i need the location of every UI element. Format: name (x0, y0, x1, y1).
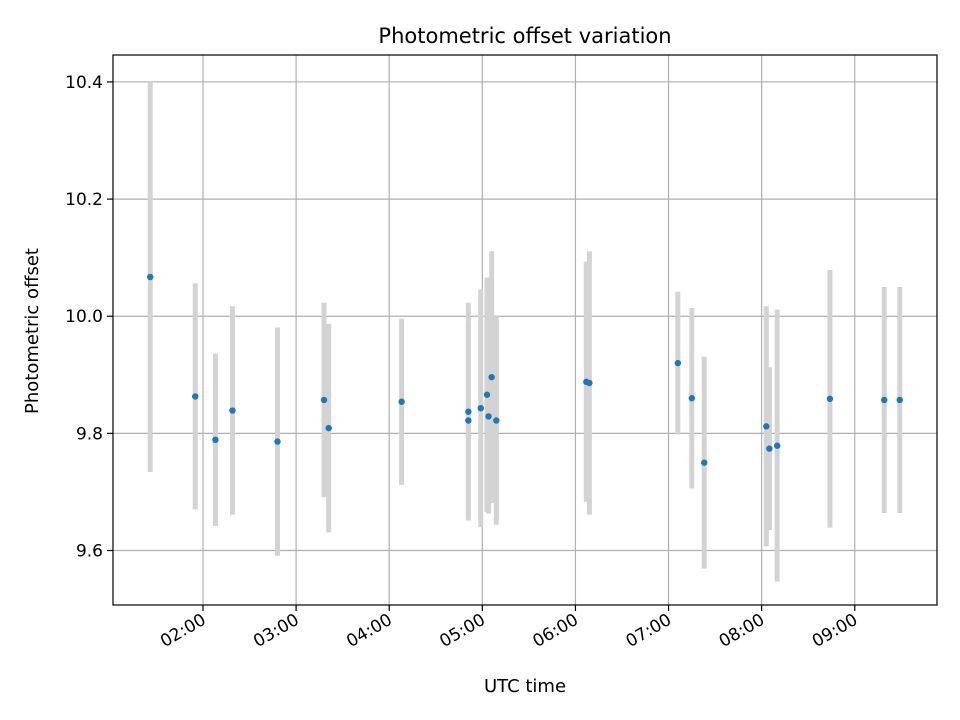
data-point (274, 438, 281, 445)
data-point (763, 423, 770, 430)
data-point (147, 273, 154, 281)
data-point (766, 445, 773, 452)
data-point (493, 417, 500, 424)
data-point (465, 417, 472, 424)
x-tick-label: 05:00 (436, 610, 488, 652)
x-tick-label: 02:00 (157, 610, 209, 652)
data-point (192, 393, 199, 400)
data-point (688, 395, 696, 402)
y-tick-label: 10.2 (65, 190, 103, 210)
grid-lines (113, 55, 937, 605)
data-point (701, 459, 708, 466)
y-axis-ticks: 9.6 9.8 10.0 10.2 10.4 (65, 73, 113, 562)
x-tick-label: 07:00 (623, 610, 675, 652)
x-axis-label: UTC time (484, 676, 566, 697)
chart-title: Photometric offset variation (378, 24, 671, 48)
x-axis-ticks: 02:00 03:00 04:00 05:00 06:00 07:00 08:00 09:00 (157, 605, 861, 652)
data-points (147, 273, 903, 466)
plot-frame (112, 54, 938, 606)
data-point (881, 396, 888, 404)
data-point (826, 395, 834, 403)
data-point (320, 396, 328, 404)
data-point (674, 359, 682, 367)
data-point (586, 379, 593, 387)
data-point (773, 442, 781, 449)
data-point (325, 424, 332, 432)
data-point (483, 391, 491, 398)
data-point (212, 436, 219, 444)
y-tick-label: 10.0 (65, 307, 103, 327)
data-point (477, 404, 484, 412)
y-tick-label: 9.6 (76, 542, 103, 562)
x-tick-label: 06:00 (529, 610, 581, 652)
x-tick-label: 03:00 (250, 610, 302, 652)
y-axis-label: Photometric offset (22, 248, 43, 414)
data-point (896, 396, 903, 404)
data-point (485, 413, 492, 420)
data-point (488, 373, 495, 381)
data-point (465, 408, 472, 415)
x-tick-label: 09:00 (809, 610, 861, 652)
error-bars (147, 81, 903, 582)
y-tick-label: 9.8 (76, 424, 103, 444)
y-tick-label: 10.4 (65, 73, 103, 93)
data-point (229, 407, 236, 414)
data-point (398, 398, 405, 405)
x-tick-label: 08:00 (716, 610, 768, 652)
x-tick-label: 04:00 (343, 610, 395, 652)
